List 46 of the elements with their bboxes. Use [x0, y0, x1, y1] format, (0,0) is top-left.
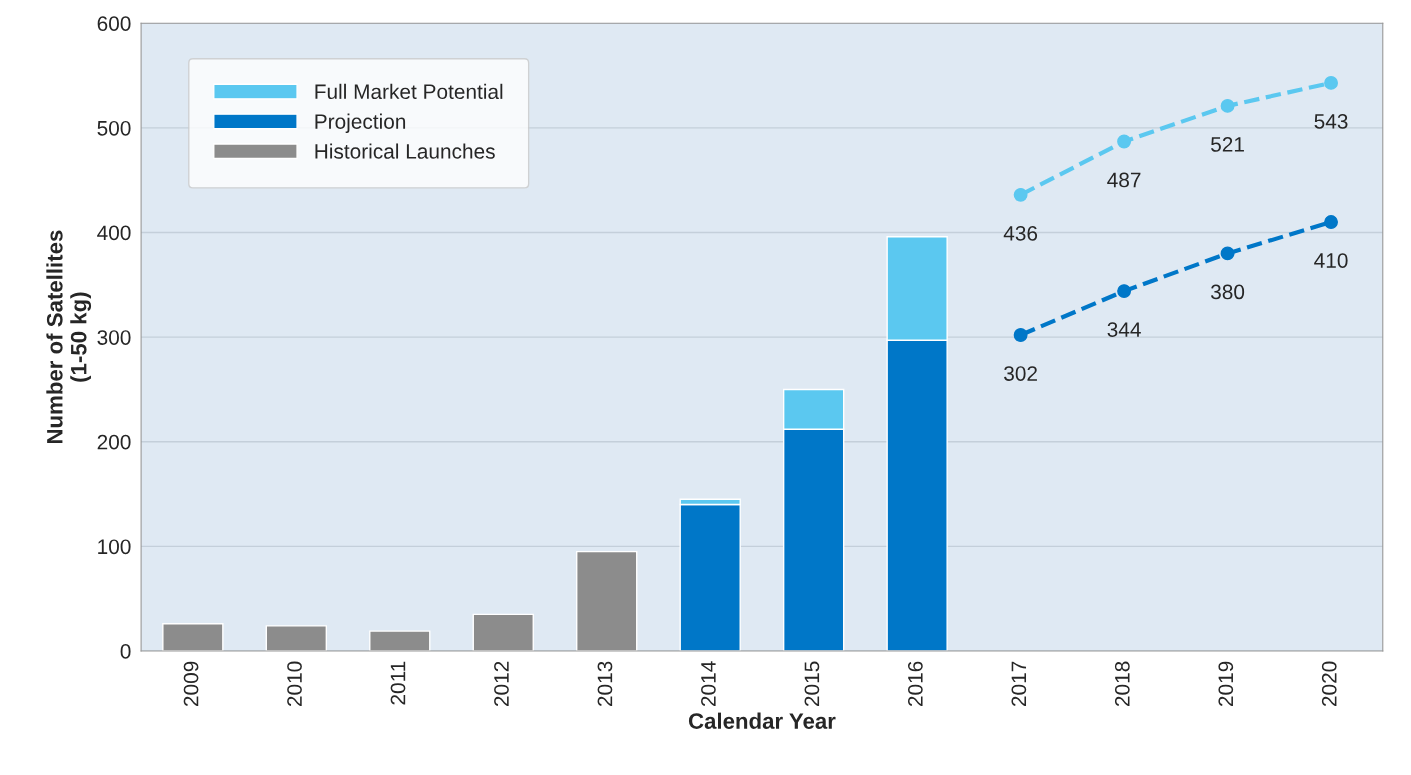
bar — [472, 613, 534, 651]
x-tick-label: 2012 — [494, 661, 509, 707]
point — [1013, 187, 1028, 202]
bar — [369, 630, 431, 651]
legend-label: Full Market Potential — [315, 83, 503, 100]
legend-label: Historical Launches — [315, 143, 495, 159]
data-label: 487 — [1107, 172, 1141, 188]
point — [1117, 134, 1132, 149]
x-tick-label: 2019 — [1218, 661, 1234, 707]
x-tick-label: 2020 — [1321, 661, 1337, 707]
bar — [679, 503, 741, 651]
legend-label: Projection — [315, 113, 406, 134]
x-axis-title: Calendar Year — [688, 712, 836, 729]
point — [1013, 328, 1028, 342]
x-tick-label: 2009 — [183, 661, 199, 707]
x-tick-label: 2010 — [287, 661, 302, 707]
bar — [576, 550, 638, 651]
data-label: 410 — [1314, 253, 1348, 268]
x-tick-label: 2013 — [597, 661, 613, 707]
y-tick-label: 400 — [97, 225, 131, 241]
data-label: 302 — [1004, 366, 1037, 381]
x-tick-label: 2016 — [907, 661, 923, 707]
point — [1220, 246, 1235, 261]
point — [1324, 215, 1338, 229]
data-label: 543 — [1314, 113, 1348, 129]
x-tick-label: 2015 — [804, 661, 820, 707]
point — [1324, 75, 1338, 90]
x-tick-label: 2011 — [390, 661, 406, 705]
y-tick-label: 0 — [120, 644, 131, 659]
y-tick-label: 600 — [97, 16, 131, 31]
y-tick-label: 100 — [98, 539, 131, 555]
x-tick-label: 2018 — [1114, 661, 1130, 707]
y-tick-label: 200 — [97, 434, 131, 450]
point — [1220, 98, 1235, 113]
point — [1117, 284, 1132, 299]
y-tick-label: 300 — [97, 330, 131, 345]
data-label: 521 — [1211, 137, 1244, 152]
x-tick-label: 2017 — [1011, 661, 1027, 707]
x-tick-label: 2014 — [701, 661, 716, 707]
data-label: 436 — [1003, 225, 1038, 241]
data-label: 380 — [1210, 284, 1245, 300]
y-axis-title: Number of Satellites (1-50 kg) — [46, 230, 92, 444]
bar — [265, 625, 328, 651]
data-label: 344 — [1107, 322, 1141, 337]
y-tick-label: 500 — [97, 120, 131, 136]
bar — [162, 623, 224, 651]
